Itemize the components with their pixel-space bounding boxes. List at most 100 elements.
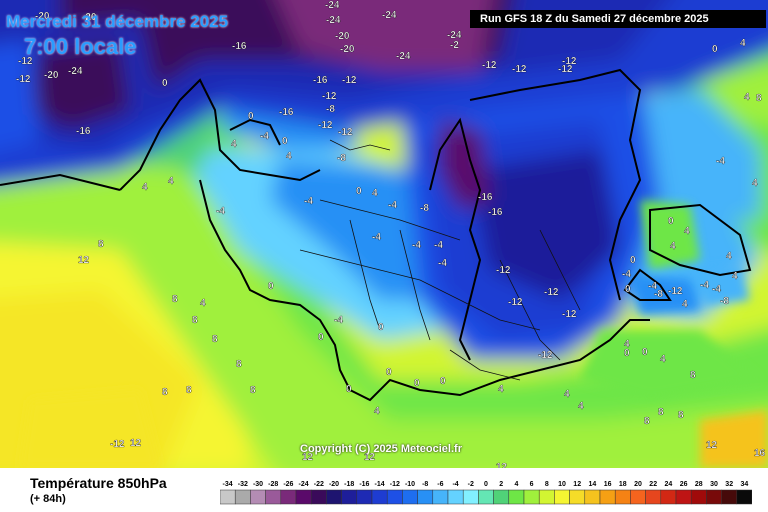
- legend-value: -2: [468, 481, 474, 488]
- isotherm-label: -24: [325, 0, 340, 11]
- legend-swatch: [736, 489, 752, 505]
- isotherm-label: 8: [678, 410, 684, 421]
- legend-swatch: [386, 489, 403, 505]
- legend-value: -26: [283, 481, 293, 488]
- isotherm-label: 4: [498, 384, 504, 395]
- isotherm-label: -4: [412, 240, 421, 251]
- isotherm-label: 8: [250, 385, 256, 396]
- temperature-map: -20 -20 -24 -24 -24 -20 -16 -24 -2 -20 -24 -12 -20 -2…: [0, 0, 768, 468]
- isotherm-label: -4: [716, 156, 725, 167]
- isotherm-label: 8: [690, 370, 696, 381]
- legend-value: 18: [619, 481, 627, 488]
- legend-value: -12: [390, 481, 400, 488]
- legend-swatch: [554, 489, 570, 505]
- legend-value: 28: [695, 481, 703, 488]
- isotherm-label: -4: [648, 281, 657, 292]
- legend-value: -6: [437, 481, 443, 488]
- isotherm-label: 8: [658, 407, 664, 418]
- legend-value: 32: [725, 481, 733, 488]
- isotherm-label: 4: [744, 92, 750, 103]
- legend-value: 34: [741, 481, 749, 488]
- isotherm-label: -4: [260, 131, 269, 142]
- isotherm-label: 0: [162, 78, 168, 89]
- isotherm-label: -4: [304, 196, 313, 207]
- legend-swatch: [569, 489, 586, 505]
- isotherm-label: -24: [447, 30, 462, 41]
- isotherm-label: 8: [98, 239, 104, 250]
- legend-swatch: [508, 489, 525, 505]
- isotherm-label: 0: [248, 111, 254, 122]
- isotherm-label: 4: [231, 139, 237, 150]
- isotherm-label: 12: [496, 462, 508, 468]
- isotherm-label: 8: [186, 385, 192, 396]
- isotherm-label: -16: [478, 192, 493, 203]
- isotherm-label: 4: [660, 354, 666, 365]
- legend-swatch: [660, 489, 677, 505]
- isotherm-label: -12: [342, 75, 357, 86]
- isotherm-label: 4: [670, 241, 676, 252]
- map-canvas: -20 -20-24-24-24-20-16-24-2-20-24-12-20 -2…: [0, 0, 768, 468]
- legend-value: -28: [268, 481, 278, 488]
- legend-swatch: [675, 489, 692, 505]
- isotherm-label: -12: [562, 56, 577, 67]
- legend-swatch: [356, 489, 373, 505]
- legend-value: 8: [545, 481, 549, 488]
- isotherm-label: 12: [706, 440, 718, 451]
- isotherm-label: 4: [682, 299, 688, 310]
- isotherm-label: -12: [18, 56, 33, 67]
- isotherm-label: 4: [564, 389, 570, 400]
- date-title: Mercredi 31 décembre 2025: [6, 12, 229, 31]
- legend-value: 4: [514, 481, 518, 488]
- legend-labels: -34 -32 -30 -28 -26 -24 -22 -20 -18 -16 -14 -12 -10-…: [223, 481, 749, 488]
- isotherm-label: 0: [268, 281, 274, 292]
- isotherm-label: -24: [396, 51, 411, 62]
- legend-value: 14: [589, 481, 597, 488]
- legend-value: 6: [530, 481, 534, 488]
- isotherm-label: 8: [192, 315, 198, 326]
- lead-time: (+ 84h): [30, 493, 66, 505]
- isotherm-label: 4: [578, 401, 584, 412]
- time-title: 7:00 locale: [24, 34, 137, 59]
- isotherm-label: -4: [216, 206, 225, 217]
- legend-value: 2: [499, 481, 503, 488]
- isotherm-label: -24: [326, 15, 341, 26]
- legend-swatch: [493, 489, 510, 505]
- legend-swatch: [326, 489, 342, 505]
- isotherm-label: -16: [313, 75, 328, 86]
- legend-swatch: [478, 489, 494, 505]
- legend-swatches: [220, 489, 752, 505]
- temperature-field-detail: [20, 200, 768, 468]
- legend-value: -34: [223, 481, 233, 488]
- isotherm-label: 4: [732, 271, 738, 282]
- legend-swatch: [250, 489, 266, 505]
- isotherm-label: -12: [508, 297, 523, 308]
- isotherm-label: -12: [512, 64, 527, 75]
- isotherm-label: -8: [337, 153, 346, 164]
- legend-value: 26: [680, 481, 688, 488]
- isotherm-label: 8: [644, 416, 650, 427]
- legend-swatch: [462, 489, 479, 505]
- isotherm-label: -2: [450, 40, 459, 51]
- isotherm-label: -12: [16, 74, 31, 85]
- legend-swatch: [371, 489, 388, 505]
- isotherm-label: 0: [642, 347, 648, 358]
- legend-value: -18: [344, 481, 354, 488]
- legend-swatch: [630, 489, 646, 505]
- isotherm-label: 4: [286, 151, 292, 162]
- isotherm-label: 0: [625, 284, 631, 295]
- legend-swatch: [721, 489, 738, 505]
- legend-value: -24: [299, 481, 309, 488]
- isotherm-label: -24: [68, 66, 83, 77]
- legend-value: -8: [422, 481, 428, 488]
- isotherm-label: -8: [654, 289, 663, 300]
- isotherm-label: -12: [544, 287, 559, 298]
- legend-value: -32: [238, 481, 248, 488]
- isotherm-label: -12: [110, 439, 125, 450]
- legend-value: -20: [329, 481, 339, 488]
- isotherm-label: 0: [414, 378, 420, 389]
- legend-swatch: [417, 489, 434, 505]
- isotherm-label: -20: [82, 12, 97, 23]
- legend-value: 20: [634, 481, 642, 488]
- isotherm-label: 0: [712, 44, 718, 55]
- isotherm-label: -12: [562, 309, 577, 320]
